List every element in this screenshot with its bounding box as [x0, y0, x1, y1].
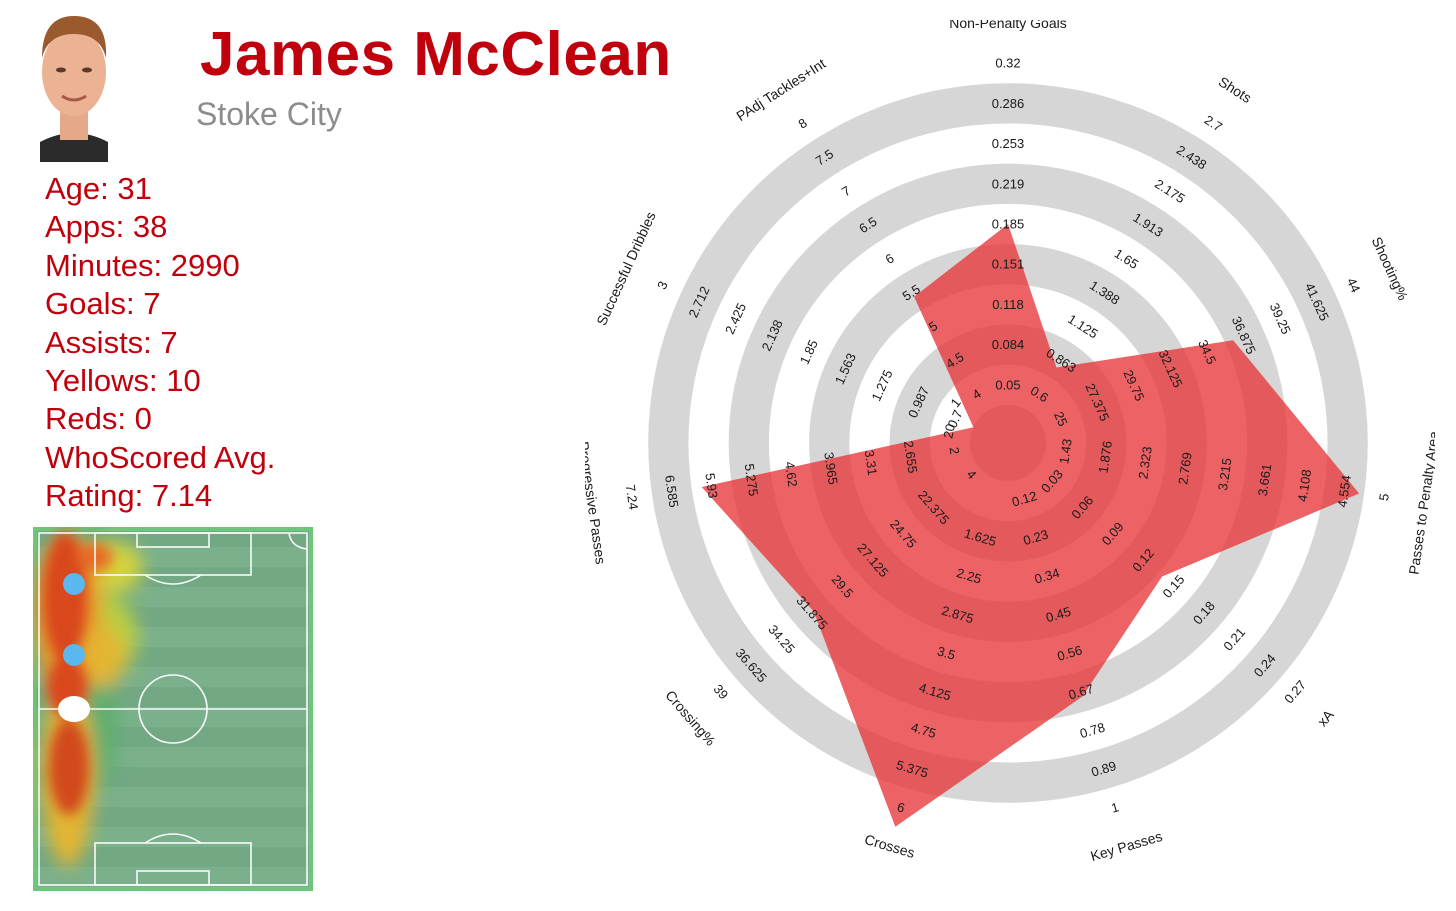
- radar-tick-label: 20: [940, 423, 958, 440]
- radar-tick-label: 0.45: [1044, 604, 1073, 626]
- player-name: James McClean: [200, 20, 672, 89]
- radar-tick-label: 0.185: [992, 217, 1025, 232]
- radar-axis-label: Shots: [1216, 73, 1255, 106]
- position-marker: [63, 573, 85, 595]
- stat-reds: Reds: 0: [45, 401, 152, 437]
- radar-axis-label: Passes to Penalty Area: [1405, 430, 1435, 576]
- stat-minutes: Minutes: 2990: [45, 247, 240, 283]
- radar-tick-label: 0.7: [945, 408, 966, 431]
- player-stats: Age: 31 Apps: 38 Minutes: 2990 Goals: 7 …: [45, 170, 275, 516]
- radar-tick-label: 6.585: [662, 474, 681, 508]
- radar-tick-label: 0.32: [995, 56, 1020, 71]
- radar-axis-label: Crosses: [863, 831, 917, 861]
- radar-tick-label: 6: [895, 799, 906, 815]
- radar-axis-label: Non-Penalty Goals: [949, 20, 1067, 31]
- radar-tick-label: 0.286: [992, 96, 1025, 111]
- radar-axis-label: Key Passes: [1089, 828, 1164, 864]
- radar-tick-label: 3.5: [936, 643, 958, 662]
- radar-area: [701, 224, 1360, 827]
- stat-apps: Apps: 38: [45, 209, 168, 245]
- radar-tick-label: 0.118: [992, 297, 1024, 312]
- club-name: Stoke City: [196, 96, 342, 132]
- stat-whoscored-label: WhoScored Avg.: [45, 439, 276, 475]
- radar-tick-label: 2.655: [901, 440, 920, 474]
- position-marker: [63, 644, 85, 666]
- radar-tick-label: 5.93: [702, 472, 720, 499]
- radar-tick-label: 2.323: [1135, 446, 1154, 480]
- radar-tick-label: 2: [947, 446, 963, 455]
- radar-tick-label: 1.876: [1096, 440, 1115, 474]
- radar-tick-label: 0.084: [992, 337, 1025, 352]
- radar-tick-label: 44: [1344, 276, 1364, 295]
- stat-age: Age: 31: [45, 171, 152, 206]
- radar-series-area: [701, 224, 1360, 827]
- radar-tick-label: 3.215: [1215, 457, 1234, 491]
- radar-tick-label: 0.253: [992, 136, 1025, 151]
- radar-tick-label: 0.151: [992, 257, 1025, 272]
- radar-tick-label: 4.75: [909, 720, 938, 742]
- radar-tick-label: 0.219: [992, 176, 1025, 191]
- radar-tick-label: 0.78: [1078, 720, 1107, 742]
- radar-tick-label: 1: [1109, 799, 1120, 815]
- radar-tick-label: 0.89: [1089, 758, 1118, 780]
- radar-tick-label: 1.43: [1056, 438, 1074, 465]
- radar-tick-label: 0.34: [1033, 565, 1062, 587]
- radar-tick-label: 7.24: [623, 484, 641, 511]
- radar-chart: 0.05 0.084 0.118 0.151 0.185 0.219 0.253 0.286 0…: [585, 20, 1435, 864]
- radar-tick-label: 25: [1051, 409, 1071, 428]
- radar-tick-label: 2.25: [955, 565, 984, 587]
- stat-yellows: Yellows: 10: [45, 363, 201, 399]
- radar-axis-label: xA: [1314, 706, 1337, 729]
- radar-axis-label: Progressive Passes: [585, 440, 609, 565]
- radar-tick-label: 0.67: [1067, 681, 1096, 703]
- radar-tick-label: 0.12: [1010, 488, 1039, 510]
- radar-tick-label: 0.05: [995, 377, 1020, 392]
- radar-tick-label: 2.769: [1175, 451, 1194, 485]
- position-heatmap: [33, 527, 313, 891]
- radar-tick-label: 3.31: [862, 449, 880, 476]
- position-marker: [58, 696, 90, 722]
- radar-tick-label: 3.965: [821, 451, 840, 485]
- radar-tick-label: 0.56: [1055, 642, 1084, 664]
- stat-rating: Rating: 7.14: [45, 478, 213, 514]
- radar-tick-label: 5: [1376, 492, 1392, 501]
- radar-tick-label: 4.554: [1334, 474, 1353, 508]
- radar-tick-label: 4.62: [782, 461, 800, 488]
- radar-tick-label: 5.275: [742, 463, 761, 497]
- stat-assists: Assists: 7: [45, 324, 178, 360]
- player-photo: [28, 6, 120, 162]
- radar-tick-label: 0.23: [1021, 527, 1050, 549]
- radar-tick-label: 4.108: [1295, 468, 1314, 502]
- stat-goals: Goals: 7: [45, 286, 161, 322]
- radar-tick-label: 3.661: [1255, 463, 1274, 497]
